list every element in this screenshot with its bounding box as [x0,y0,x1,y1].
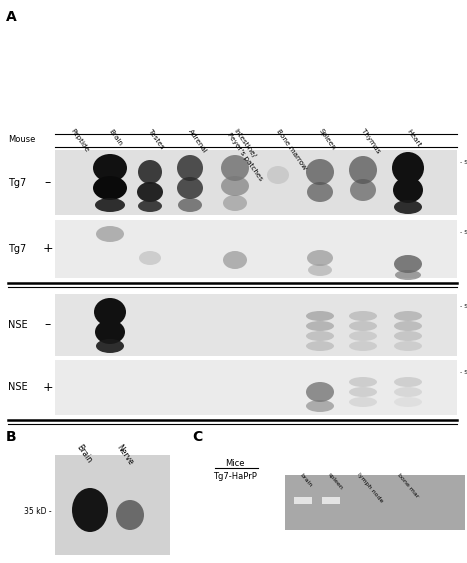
Ellipse shape [178,198,202,212]
Ellipse shape [223,195,247,211]
Text: Mouse: Mouse [8,136,35,145]
Ellipse shape [394,377,422,387]
Text: NSE: NSE [8,320,28,330]
Ellipse shape [394,397,422,407]
Ellipse shape [139,251,161,265]
Text: - S: - S [460,230,467,235]
Ellipse shape [349,341,377,351]
Text: B: B [6,430,17,444]
Text: Spleen: Spleen [317,128,336,151]
Ellipse shape [394,387,422,397]
Ellipse shape [138,160,162,184]
Ellipse shape [306,159,334,185]
Text: –: – [45,176,51,189]
Ellipse shape [95,198,125,212]
Text: Nerve: Nerve [114,443,135,467]
Ellipse shape [349,321,377,331]
Ellipse shape [307,250,333,266]
Text: Brain: Brain [75,443,93,464]
Text: - S: - S [460,159,467,164]
Ellipse shape [349,377,377,387]
Text: bone mar: bone mar [396,472,419,498]
Ellipse shape [349,387,377,397]
Ellipse shape [93,176,127,200]
Ellipse shape [267,166,289,184]
Ellipse shape [96,226,124,242]
Ellipse shape [306,331,334,341]
Bar [55,150,457,215]
Ellipse shape [94,298,126,326]
Text: Tg7: Tg7 [8,244,26,254]
Text: Adrenal: Adrenal [187,128,208,154]
Ellipse shape [72,488,108,532]
Ellipse shape [349,156,377,184]
Text: Bone marrow: Bone marrow [275,128,308,171]
Ellipse shape [394,321,422,331]
Ellipse shape [307,182,333,202]
Ellipse shape [116,500,144,530]
Text: Testes: Testes [147,128,165,150]
Ellipse shape [394,255,422,273]
Bar [55,360,457,415]
Text: –: – [45,319,51,332]
Text: Heart: Heart [405,128,422,148]
Ellipse shape [392,152,424,184]
Ellipse shape [394,200,422,214]
Ellipse shape [221,176,249,196]
Ellipse shape [350,179,376,201]
Ellipse shape [394,331,422,341]
Ellipse shape [393,177,423,203]
Bar [55,294,457,356]
Text: Peptide: Peptide [69,128,90,154]
Bar [294,497,312,504]
Ellipse shape [394,341,422,351]
Ellipse shape [177,177,203,199]
Text: C: C [192,430,202,444]
Ellipse shape [96,339,124,353]
Text: spleen: spleen [326,472,343,491]
Text: 35 kD -: 35 kD - [24,507,52,516]
Ellipse shape [349,311,377,321]
Text: brain: brain [298,472,312,488]
Ellipse shape [137,182,163,202]
Text: lymph node: lymph node [356,472,384,504]
Ellipse shape [306,321,334,331]
Text: +: + [42,243,53,256]
Ellipse shape [177,155,203,181]
Text: Tg7: Tg7 [8,177,26,187]
Ellipse shape [221,155,249,181]
Ellipse shape [306,382,334,402]
Ellipse shape [223,251,247,269]
Ellipse shape [394,311,422,321]
Ellipse shape [308,264,332,276]
Ellipse shape [93,154,127,182]
Text: Intestine/
Peyer's patches: Intestine/ Peyer's patches [226,128,270,182]
Text: - S: - S [460,369,467,374]
Bar [55,220,457,278]
Text: Thymus: Thymus [360,128,382,155]
Ellipse shape [349,331,377,341]
Text: Brain: Brain [107,128,123,147]
Ellipse shape [95,320,125,344]
Text: Tg7-HaPrP: Tg7-HaPrP [213,472,257,481]
Text: +: + [42,381,53,394]
Ellipse shape [395,270,421,280]
Text: - S: - S [460,303,467,309]
Bar [322,497,340,504]
Text: Mice: Mice [225,459,245,468]
Text: A: A [6,10,17,24]
Ellipse shape [306,400,334,412]
Ellipse shape [349,397,377,407]
Bar [285,475,465,530]
Ellipse shape [138,200,162,212]
Text: NSE: NSE [8,382,28,392]
Ellipse shape [306,341,334,351]
Bar [55,455,170,555]
Ellipse shape [306,311,334,321]
